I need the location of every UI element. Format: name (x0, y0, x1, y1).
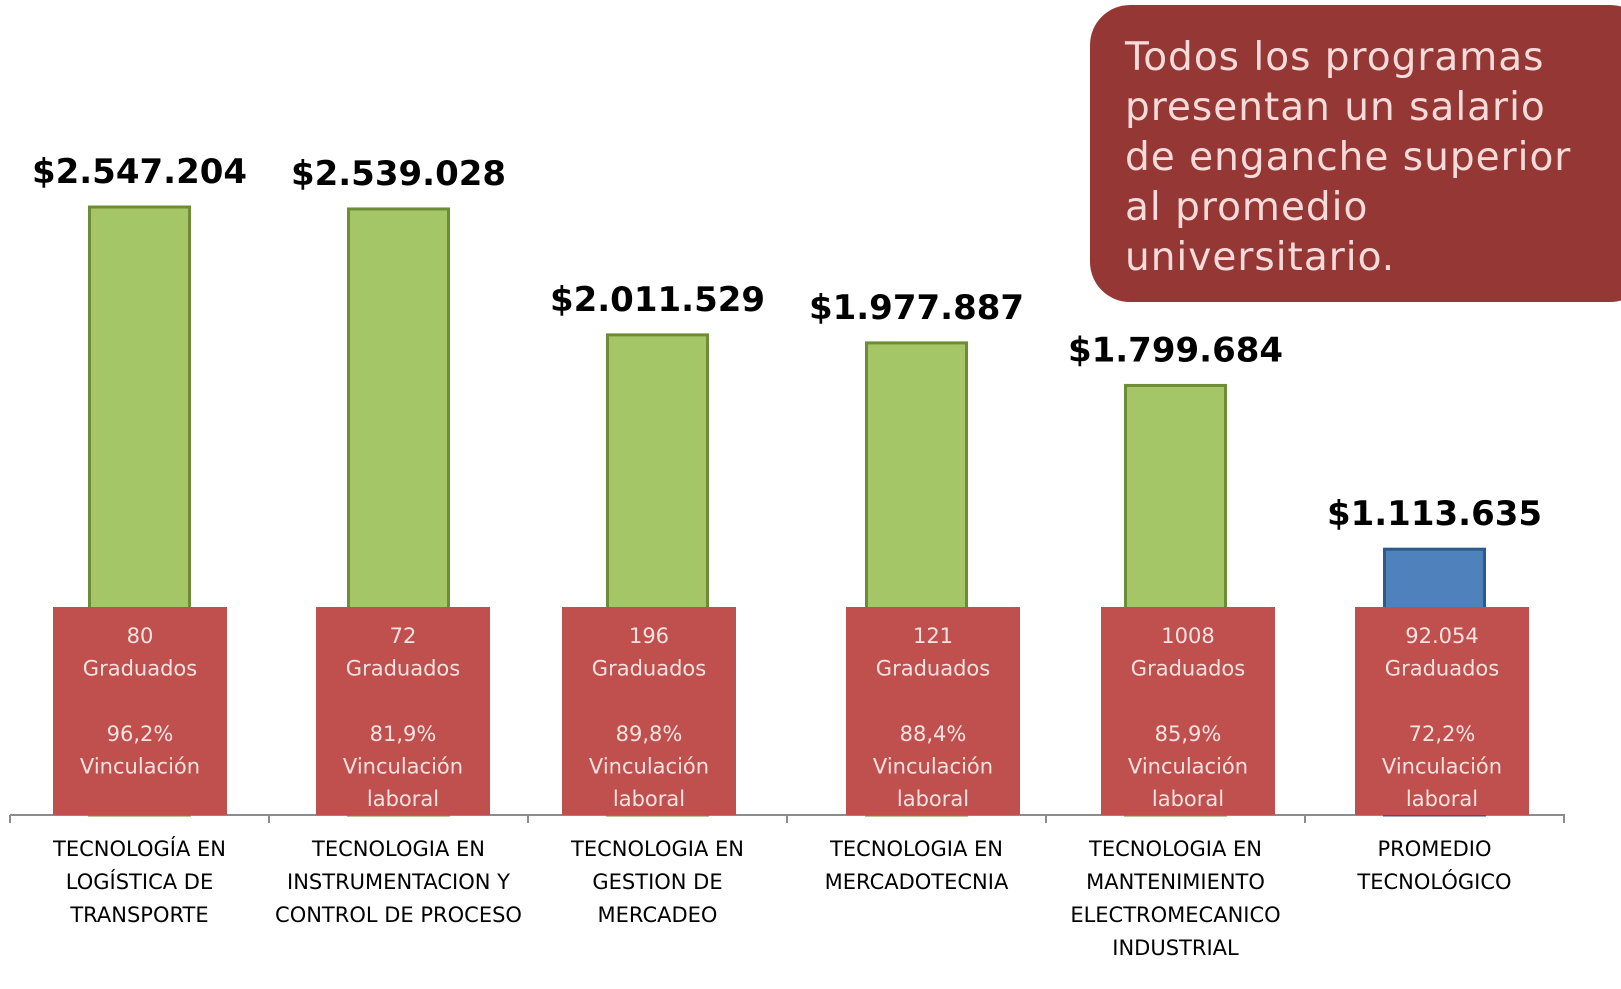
x-tick-label: PROMEDIO (1377, 837, 1491, 861)
callout-text: universitario. (1125, 235, 1395, 280)
info-text: 88,4% (900, 722, 967, 746)
info-text: 96,2% (107, 722, 174, 746)
info-text: 80 (127, 624, 154, 648)
info-text: 85,9% (1155, 722, 1222, 746)
info-text: laboral (1406, 787, 1478, 811)
info-text: Graduados (1131, 657, 1245, 681)
x-tick-label: TECNOLOGIA EN (1088, 837, 1262, 861)
value-label: $1.113.635 (1327, 494, 1542, 534)
callout-text: al promedio (1125, 185, 1368, 230)
value-label: $1.977.887 (809, 288, 1024, 328)
info-text: laboral (367, 787, 439, 811)
info-text: 1008 (1161, 624, 1214, 648)
info-text: 72,2% (1409, 722, 1476, 746)
info-box (53, 607, 227, 815)
x-tick-label: INSTRUMENTACION Y (287, 870, 510, 894)
info-box (1101, 607, 1275, 815)
x-tick-label: MERCADOTECNIA (825, 870, 1009, 894)
x-tick-label: ELECTROMECANICO (1070, 903, 1280, 927)
info-text: 72 (390, 624, 417, 648)
info-text: 89,8% (616, 722, 683, 746)
info-text: Graduados (1385, 657, 1499, 681)
info-box (316, 607, 490, 815)
x-tick-label: INDUSTRIAL (1112, 936, 1239, 960)
info-text: laboral (897, 787, 969, 811)
x-tick-label: TECNOLOGIA EN (829, 837, 1003, 861)
value-label: $2.539.028 (291, 154, 506, 194)
value-label: $2.547.204 (32, 152, 247, 192)
callout-text: de enganche superior (1125, 135, 1571, 180)
info-text: 81,9% (370, 722, 437, 746)
value-label: $1.799.684 (1068, 330, 1283, 370)
info-text: Graduados (876, 657, 990, 681)
info-text: Graduados (346, 657, 460, 681)
info-box (1355, 607, 1529, 815)
info-text: Vinculación (80, 755, 200, 779)
info-text: Graduados (83, 657, 197, 681)
info-text: Graduados (592, 657, 706, 681)
x-tick-label: GESTION DE (592, 870, 722, 894)
info-box (562, 607, 736, 815)
x-tick-label: TECNOLÓGICO (1356, 869, 1511, 894)
x-tick-label: CONTROL DE PROCESO (275, 903, 522, 927)
x-tick-label: TECNOLOGIA EN (311, 837, 485, 861)
info-text: 92.054 (1405, 624, 1478, 648)
info-text: 196 (629, 624, 669, 648)
callout-text: presentan un salario (1125, 85, 1546, 130)
x-tick-label: TRANSPORTE (69, 903, 208, 927)
x-tick-label: TECNOLOGIA EN (570, 837, 744, 861)
x-tick-label: MERCADEO (598, 903, 718, 927)
info-box (846, 607, 1020, 815)
info-text: Vinculación (1128, 755, 1248, 779)
value-label: $2.011.529 (550, 280, 765, 320)
x-tick-label: TECNOLOGÍA EN (52, 836, 226, 861)
info-text: Vinculación (589, 755, 709, 779)
info-text: Vinculación (343, 755, 463, 779)
x-tick-label: LOGÍSTICA DE (66, 869, 213, 894)
info-text: 121 (913, 624, 953, 648)
info-text: laboral (1152, 787, 1224, 811)
info-text: Vinculación (873, 755, 993, 779)
callout-text: Todos los programas (1124, 35, 1545, 80)
x-tick-label: MANTENIMIENTO (1086, 870, 1265, 894)
callout-box (1090, 5, 1621, 302)
info-text: laboral (613, 787, 685, 811)
info-text: Vinculación (1382, 755, 1502, 779)
